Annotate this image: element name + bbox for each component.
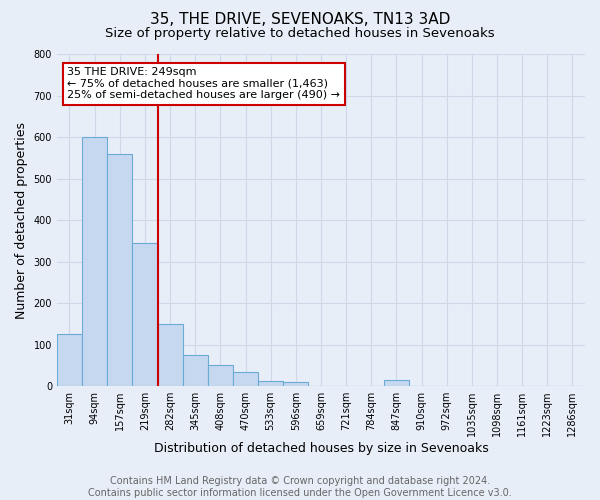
Bar <box>208 366 233 386</box>
Text: 35 THE DRIVE: 249sqm
← 75% of detached houses are smaller (1,463)
25% of semi-de: 35 THE DRIVE: 249sqm ← 75% of detached h… <box>67 68 340 100</box>
Bar <box>57 334 82 386</box>
Bar <box>158 324 182 386</box>
Bar <box>233 372 258 386</box>
Text: Contains HM Land Registry data © Crown copyright and database right 2024.
Contai: Contains HM Land Registry data © Crown c… <box>88 476 512 498</box>
Text: Size of property relative to detached houses in Sevenoaks: Size of property relative to detached ho… <box>105 28 495 40</box>
Text: 35, THE DRIVE, SEVENOAKS, TN13 3AD: 35, THE DRIVE, SEVENOAKS, TN13 3AD <box>150 12 450 28</box>
Y-axis label: Number of detached properties: Number of detached properties <box>15 122 28 318</box>
Bar <box>82 137 107 386</box>
Bar <box>107 154 133 386</box>
X-axis label: Distribution of detached houses by size in Sevenoaks: Distribution of detached houses by size … <box>154 442 488 455</box>
Bar <box>182 355 208 386</box>
Bar <box>133 243 158 386</box>
Bar <box>283 382 308 386</box>
Bar <box>258 380 283 386</box>
Bar <box>384 380 409 386</box>
